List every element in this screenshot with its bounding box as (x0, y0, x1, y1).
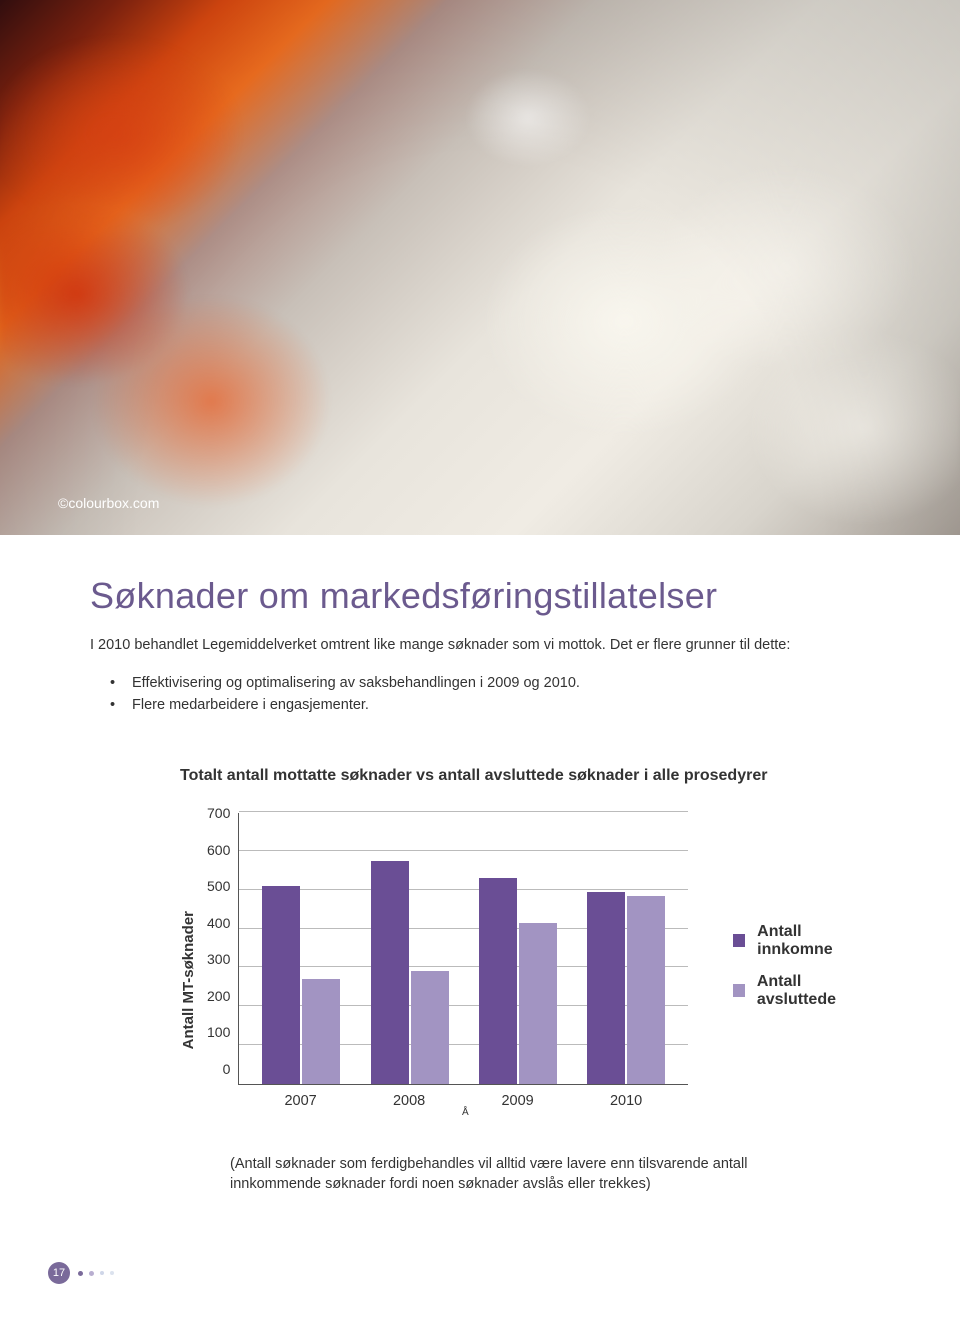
bar (302, 979, 340, 1084)
footer-dots (78, 1271, 114, 1276)
chart-plot-area: Antall MT-søknader 700600500400300200100… (180, 813, 688, 1118)
legend-swatch (733, 984, 744, 997)
chart-gridline (239, 811, 688, 812)
chart-footnote: (Antall søknader som ferdigbehandles vil… (230, 1154, 750, 1195)
image-credit: ©colourbox.com (58, 495, 159, 511)
y-tick: 600 (207, 842, 230, 858)
page-footer: 17 (48, 1262, 114, 1284)
y-tick: 200 (207, 988, 230, 1004)
bullet-item: Flere medarbeidere i engasjementer. (110, 694, 870, 716)
legend-swatch (733, 934, 745, 947)
hero-image: ©colourbox.com (0, 0, 960, 535)
bar (411, 971, 449, 1084)
footer-dot (110, 1271, 114, 1275)
chart-section: Totalt antall mottatte søknader vs antal… (180, 767, 870, 1195)
footer-dot (100, 1271, 104, 1275)
chart-title: Totalt antall mottatte søknader vs antal… (180, 767, 870, 785)
footer-dot (89, 1271, 94, 1276)
chart-x-axis-sublabel: Å (242, 1107, 688, 1118)
legend-item: Antall innkomne (733, 923, 870, 959)
bar (587, 892, 625, 1084)
bar-group (479, 878, 557, 1084)
bar (519, 923, 557, 1084)
chart-y-axis-label: Antall MT-søknader (180, 881, 197, 1049)
chart-plot (238, 813, 688, 1085)
y-tick: 0 (207, 1061, 230, 1077)
y-tick: 500 (207, 878, 230, 894)
page-number: 17 (48, 1262, 70, 1284)
chart-gridline (239, 850, 688, 851)
chart-y-axis-ticks: 700 600 500 400 300 200 100 0 (207, 805, 238, 1077)
page-title: Søknader om markedsføringstillatelser (90, 575, 870, 617)
content-area: Søknader om markedsføringstillatelser I … (0, 535, 960, 1195)
legend-label: Antall innkomne (757, 923, 870, 959)
bar (627, 896, 665, 1084)
chart-x-axis: 2007200820092010 (238, 1085, 688, 1109)
bar (262, 886, 300, 1084)
intro-paragraph: I 2010 behandlet Legemiddelverket omtren… (90, 635, 870, 656)
bullet-item: Effektivisering og optimalisering av sak… (110, 672, 870, 694)
bar-group (371, 861, 449, 1084)
legend-item: Antall avsluttede (733, 973, 870, 1009)
y-tick: 100 (207, 1024, 230, 1040)
bar (479, 878, 517, 1084)
y-tick: 700 (207, 805, 230, 821)
legend-label: Antall avsluttede (757, 973, 870, 1009)
bullet-list: Effektivisering og optimalisering av sak… (110, 672, 870, 717)
bar (371, 861, 409, 1084)
bar-group (262, 886, 340, 1084)
footer-dot (78, 1271, 83, 1276)
y-tick: 300 (207, 951, 230, 967)
bar-group (587, 892, 665, 1084)
y-tick: 400 (207, 915, 230, 931)
chart-legend: Antall innkomne Antall avsluttede (733, 923, 870, 1023)
